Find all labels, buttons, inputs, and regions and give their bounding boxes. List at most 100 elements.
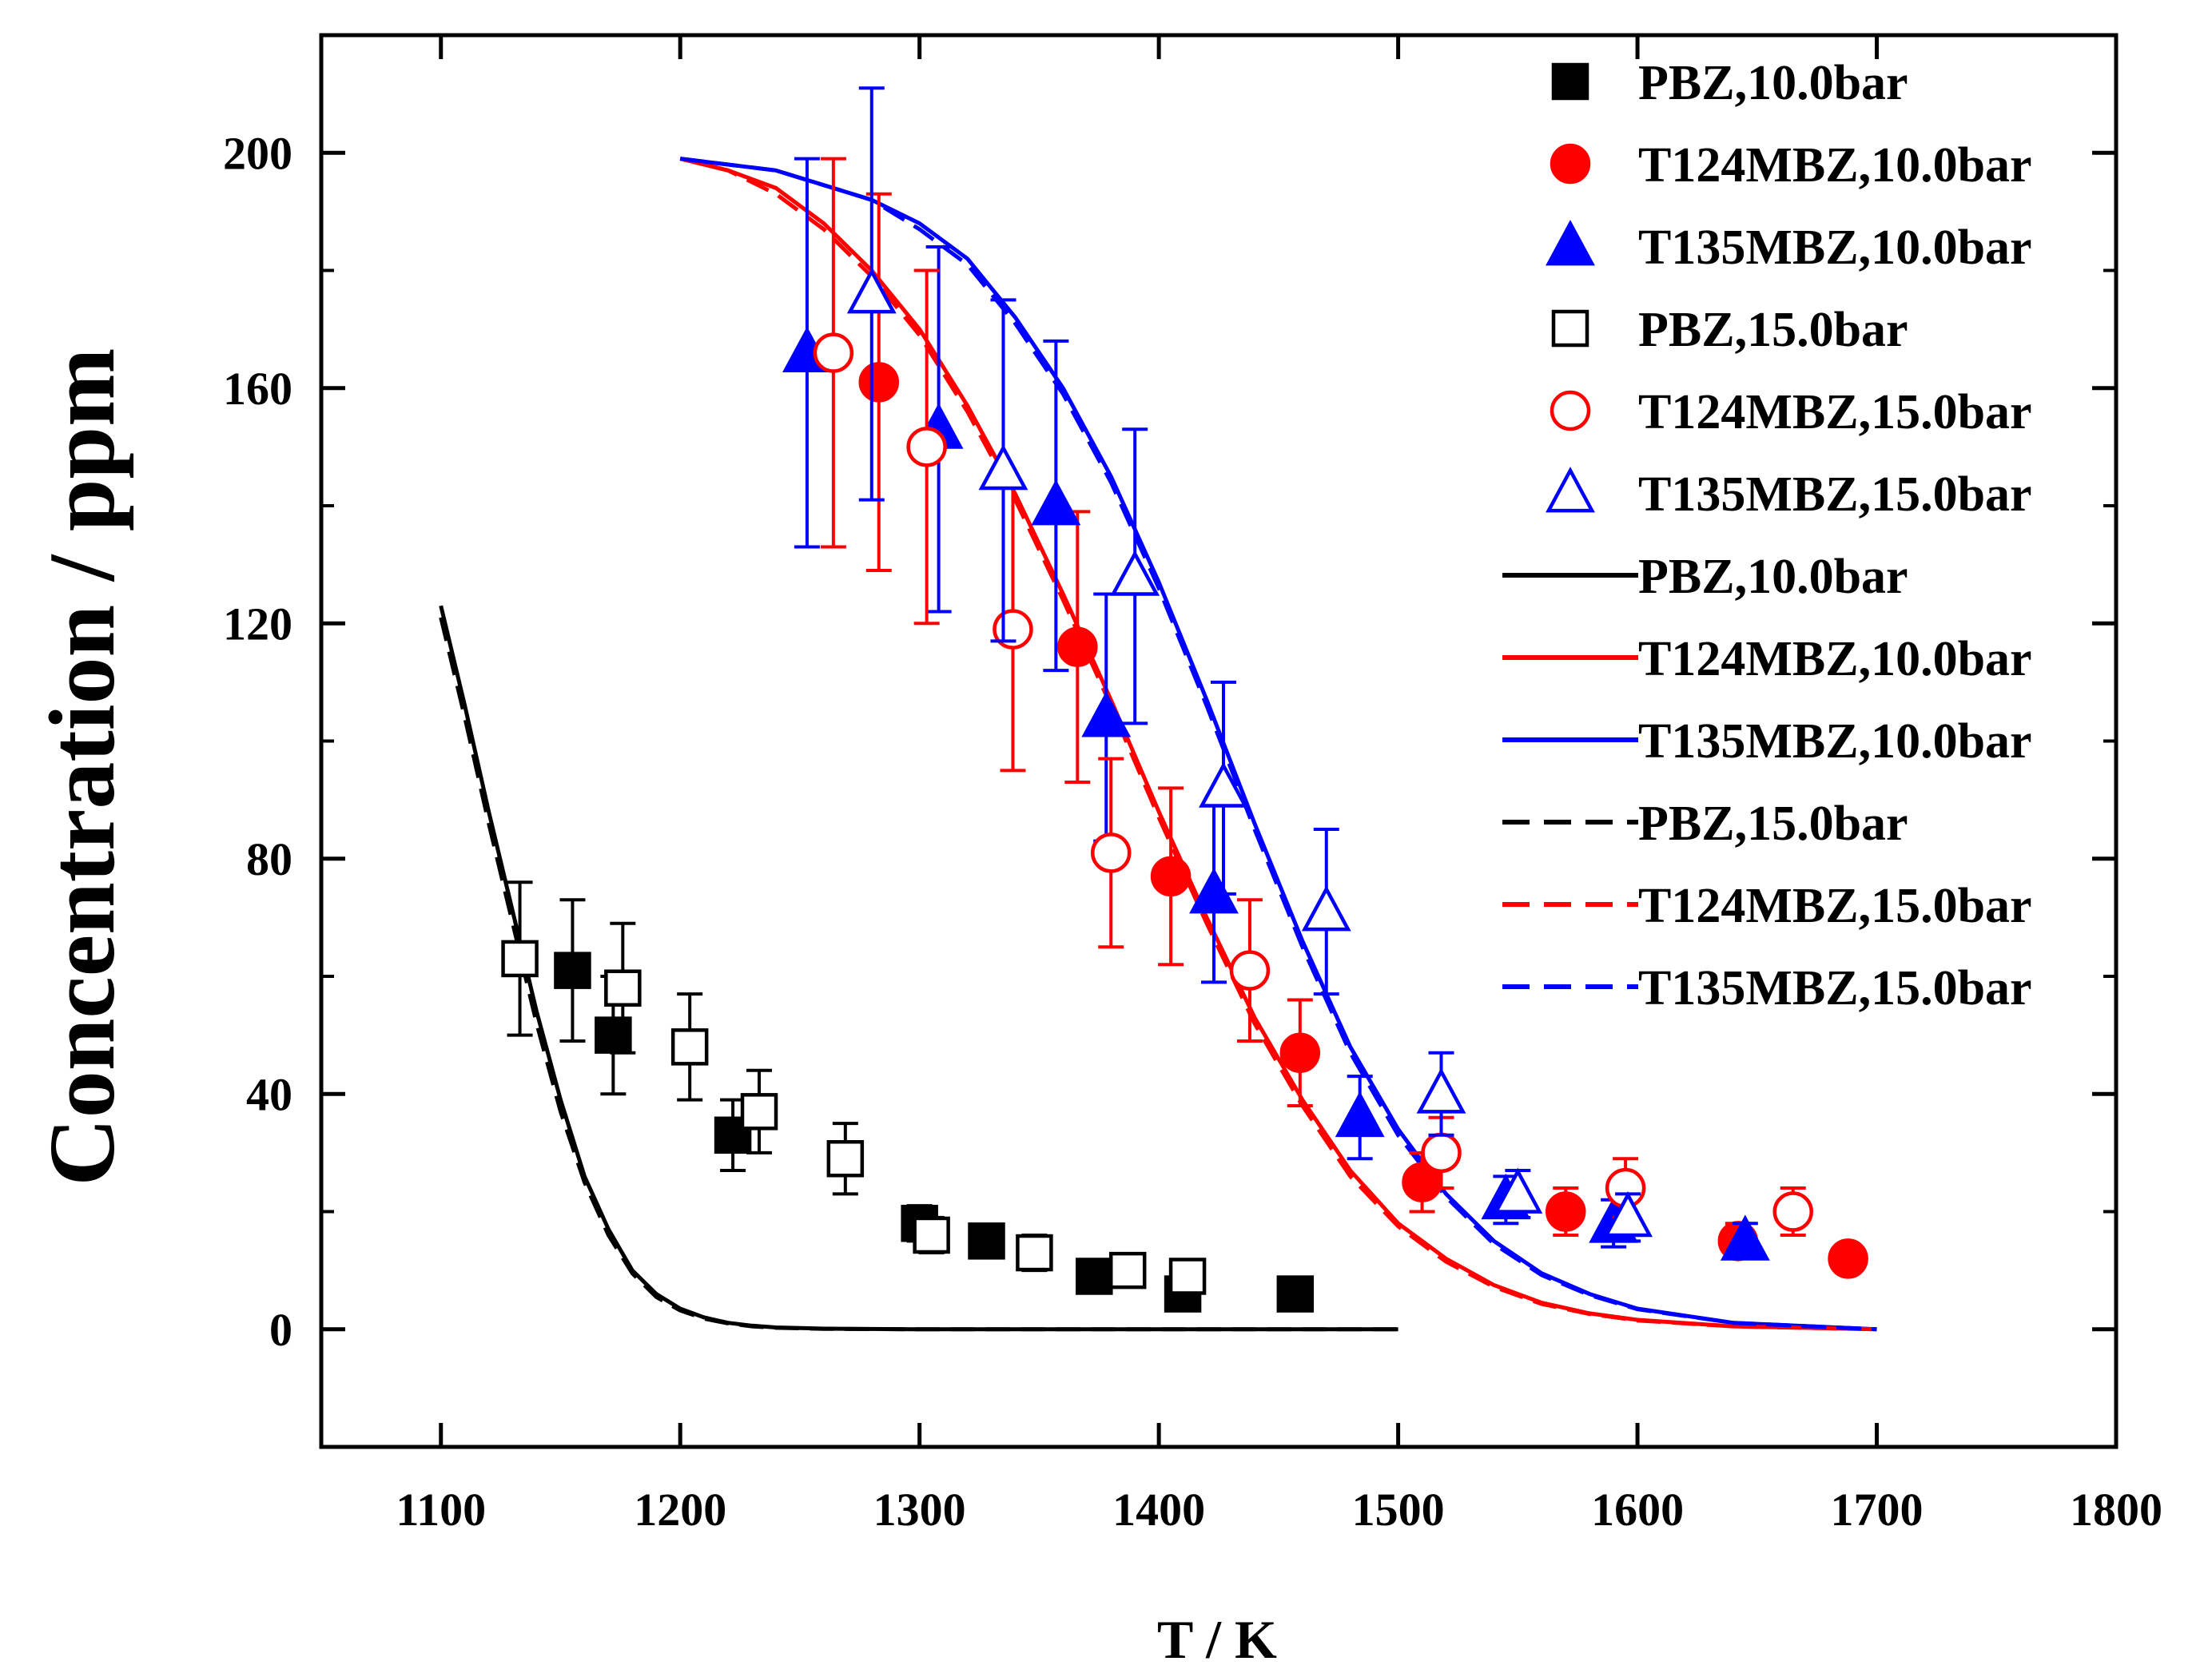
data-point [714, 1098, 752, 1172]
data-point [1199, 680, 1248, 896]
data-point [913, 1215, 950, 1255]
marker-triangle [1199, 761, 1248, 808]
legend-label: PBZ,10.0bar [1638, 56, 1908, 110]
data-point [740, 1068, 778, 1154]
marker-triangle [1335, 1091, 1385, 1138]
legend-marker-triangle [1546, 467, 1595, 513]
legend-label: T124MBZ,15.0bar [1638, 385, 2032, 439]
marker-group [501, 86, 1868, 1313]
y-tick-label: 80 [246, 833, 292, 885]
data-point [1110, 427, 1160, 725]
data-point [1279, 998, 1321, 1107]
marker-circle [1090, 833, 1132, 873]
y-tick-label: 200 [223, 127, 292, 179]
marker-circle [1545, 1191, 1586, 1232]
marker-square [826, 1139, 865, 1178]
marker-square [740, 1093, 778, 1131]
legend-entry: PBZ,10.0bar [1551, 56, 1908, 110]
legend-label: T135MBZ,10.0bar [1638, 714, 2032, 769]
legend-label: T124MBZ,10.0bar [1638, 138, 2032, 193]
data-point [1016, 1233, 1053, 1273]
marker-triangle [1493, 1167, 1543, 1214]
y-axis-title: Concentration / ppm [30, 348, 134, 1186]
legend-entry: PBZ,15.0bar [1502, 797, 1908, 851]
data-point [501, 880, 539, 1037]
curve-solid-1 [679, 157, 1877, 1332]
marker-square [1016, 1234, 1053, 1272]
data-point [826, 1122, 865, 1196]
marker-square [595, 1016, 632, 1054]
marker-square [670, 1028, 709, 1066]
data-point [978, 298, 1028, 643]
marker-triangle [846, 268, 897, 314]
data-point [846, 86, 897, 502]
data-point [1603, 1190, 1653, 1243]
x-tick-label: 1400 [1112, 1484, 1205, 1536]
legend-marker-square [1551, 309, 1589, 348]
marker-circle [1828, 1238, 1868, 1279]
marker-square [1108, 1251, 1147, 1290]
data-point [1108, 1251, 1147, 1290]
marker-triangle [1720, 1214, 1770, 1261]
data-point [1545, 1186, 1586, 1237]
x-tick-label: 1600 [1591, 1484, 1684, 1536]
legend-marker-circle [1550, 143, 1591, 185]
marker-circle [1150, 856, 1192, 897]
legend-label: T135MBZ,15.0bar [1638, 961, 2032, 1015]
marker-circle [813, 332, 854, 373]
marker-circle [858, 362, 900, 403]
legend-marker-square [1551, 62, 1589, 101]
data-point [1031, 339, 1081, 673]
legend-label: PBZ,15.0bar [1638, 797, 1908, 851]
data-point [813, 157, 854, 549]
data-point [670, 992, 709, 1102]
marker-triangle [1416, 1067, 1466, 1114]
x-tick-label: 1700 [1831, 1484, 1924, 1536]
data-point [1772, 1186, 1813, 1237]
data-point [968, 1222, 1005, 1260]
legend-label: T135MBZ,15.0bar [1638, 467, 2032, 522]
x-tick-label: 1500 [1352, 1484, 1445, 1536]
x-tick-label: 1300 [873, 1484, 966, 1536]
marker-triangle [1603, 1190, 1653, 1238]
x-tick-label: 1100 [396, 1484, 486, 1536]
legend: PBZ,10.0bar T124MBZ,10.0bar T135MBZ,10.0ba… [1502, 56, 2032, 1015]
legend-entry: PBZ,15.0bar [1551, 303, 1908, 357]
marker-square [604, 969, 642, 1007]
legend-entry: T124MBZ,10.0bar [1550, 138, 2032, 193]
x-axis-title: T / K [1157, 1609, 1277, 1670]
x-tick-label: 1800 [2070, 1484, 2162, 1536]
data-point [1720, 1214, 1770, 1261]
marker-circle [906, 427, 947, 467]
marker-square [501, 940, 539, 978]
y-tick-label: 160 [223, 363, 292, 415]
data-point [1416, 1051, 1466, 1137]
data-point [1828, 1238, 1868, 1279]
curve-dashed-3 [439, 617, 1398, 1332]
legend-label: T135MBZ,10.0bar [1638, 221, 2032, 275]
data-point [1301, 827, 1351, 996]
legend-entry: T135MBZ,10.0bar [1502, 714, 2032, 769]
marker-triangle [1081, 691, 1132, 737]
legend-entry: T124MBZ,15.0bar [1502, 879, 2032, 933]
plot-area [439, 86, 1877, 1332]
marker-triangle [1301, 885, 1351, 932]
data-point [1276, 1275, 1315, 1313]
marker-triangle [1110, 550, 1160, 596]
legend-entry: T124MBZ,15.0bar [1550, 385, 2032, 439]
curve-dashed-4 [679, 157, 1877, 1332]
marker-triangle [978, 443, 1028, 491]
legend-marker-triangle [1546, 220, 1595, 266]
marker-circle [1421, 1132, 1462, 1174]
legend-entry: T124MBZ,10.0bar [1502, 632, 2032, 686]
legend-entry: T135MBZ,15.0bar [1502, 961, 2032, 1015]
marker-square [1076, 1258, 1113, 1295]
y-tick-label: 0 [269, 1304, 292, 1356]
marker-square [554, 952, 591, 989]
legend-entry: PBZ,10.0bar [1502, 550, 1908, 604]
y-tick-label: 120 [223, 598, 292, 650]
legend-label: T124MBZ,10.0bar [1638, 632, 2032, 686]
data-point [604, 921, 642, 1055]
data-point [1076, 1258, 1113, 1295]
